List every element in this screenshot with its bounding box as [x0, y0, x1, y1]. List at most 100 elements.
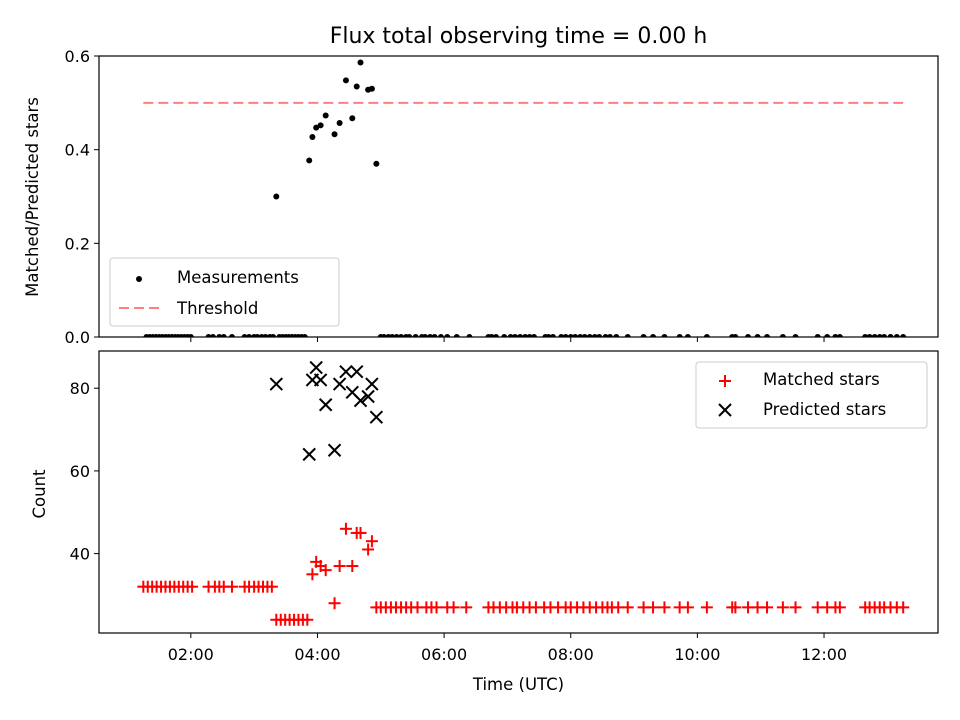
measurement-point [661, 334, 668, 337]
predicted-star-point [318, 398, 333, 412]
measurement-point [824, 334, 831, 337]
matched-star-point [460, 601, 473, 614]
measurement-point [893, 334, 900, 337]
matched-star-point [354, 526, 367, 539]
measurement-point [393, 334, 400, 337]
measurement-point [406, 334, 413, 337]
matched-star-point [761, 601, 774, 614]
measurement-point [754, 334, 761, 337]
measurement-point [322, 112, 329, 119]
measurement-point [550, 334, 557, 337]
predicted-star-point [309, 360, 323, 375]
bottom-legend: Matched stars Predicted stars [695, 361, 928, 429]
measurement-point [453, 334, 460, 337]
matched-star-point [306, 568, 319, 581]
top-y-tick-label: 0.2 [65, 234, 90, 253]
measurement-point [349, 115, 356, 122]
x-axis-label: Time (UTC) [472, 675, 564, 694]
measurement-point [353, 83, 360, 90]
top-y-tick-label: 0.6 [65, 47, 90, 66]
predicted-star-point [365, 377, 379, 391]
measurement-point [507, 334, 514, 337]
measurement-point [596, 334, 603, 337]
bottom-plot-frame [98, 350, 939, 634]
top-panel: 0.0 0.2 0.4 0.6 Matched/Predicted stars Mea… [23, 47, 939, 347]
measurement-point [336, 119, 343, 126]
measurement-point [501, 334, 508, 337]
predicted-stars-points [269, 360, 384, 462]
legend-predicted-marker [718, 403, 732, 417]
measurement-point [273, 193, 280, 200]
measurement-point [246, 334, 253, 337]
measurement-point [676, 334, 683, 337]
matched-star-point [789, 601, 802, 614]
top-y-tick-label: 0.4 [65, 141, 90, 160]
measurement-point [606, 334, 613, 337]
x-tick-label: 04:00 [294, 645, 340, 664]
measurement-point [220, 334, 227, 337]
measurement-point [427, 334, 434, 337]
matched-stars-points [137, 522, 910, 626]
measurement-point [389, 334, 396, 337]
matched-star-point [265, 580, 278, 593]
measurement-point [342, 77, 349, 84]
measurement-point [586, 334, 593, 337]
legend-measurements-label: Measurements [177, 268, 299, 287]
matched-star-point [339, 522, 352, 535]
top-legend: Measurements Threshold [109, 257, 340, 327]
matched-star-point [301, 613, 314, 626]
top-y-ticks: 0.0 0.2 0.4 0.6 [65, 47, 99, 347]
bottom-legend-box [695, 361, 928, 429]
measurement-point [205, 334, 212, 337]
matched-star-point [362, 543, 375, 556]
measurement-point [368, 85, 375, 92]
bottom-y-ticks: 40 60 80 [70, 379, 99, 564]
measurement-point [437, 334, 444, 337]
measurement-point [866, 334, 873, 337]
measurement-point [832, 334, 839, 337]
measurement-point [517, 334, 524, 337]
predicted-star-point [353, 393, 368, 408]
matched-star-point [621, 601, 634, 614]
chart-title: Flux total observing time = 0.00 h [330, 24, 708, 49]
measurement-point [591, 334, 598, 337]
measurement-point [562, 334, 569, 337]
matched-star-point [333, 560, 346, 573]
measurement-point [836, 334, 843, 337]
measurement-point [466, 334, 473, 337]
matched-star-point [225, 580, 238, 593]
measurement-point [412, 334, 419, 337]
measurement-point [745, 334, 752, 337]
predicted-star-point [339, 364, 353, 379]
matched-star-point [186, 580, 199, 593]
measurement-point [862, 334, 869, 337]
x-tick-label: 08:00 [548, 645, 594, 664]
predicted-star-point [369, 410, 384, 424]
measurement-point [531, 334, 538, 337]
measurement-point [684, 334, 691, 337]
measurement-point [567, 334, 574, 337]
measurement-point [488, 334, 495, 337]
measurement-point [301, 334, 308, 337]
measurement-point [602, 334, 609, 337]
x-tick-label: 12:00 [801, 645, 847, 664]
measurement-point [493, 334, 500, 337]
measurement-point [270, 334, 277, 337]
legend-predicted-label: Predicted stars [763, 400, 886, 419]
matched-star-point [700, 601, 713, 614]
measurement-point [764, 334, 771, 337]
predicted-star-point [327, 443, 342, 457]
predicted-star-point [332, 377, 347, 391]
measurement-point [398, 334, 405, 337]
measurement-point [228, 334, 235, 337]
measurement-point [444, 334, 451, 337]
matched-star-point [365, 535, 378, 548]
x-tick-label: 06:00 [421, 645, 467, 664]
measurement-point [545, 334, 552, 337]
measurement-point [262, 334, 269, 337]
x-tick-label: 02:00 [168, 645, 214, 664]
measurement-point [254, 334, 261, 337]
predicted-star-point [313, 373, 328, 387]
measurement-point [876, 334, 883, 337]
